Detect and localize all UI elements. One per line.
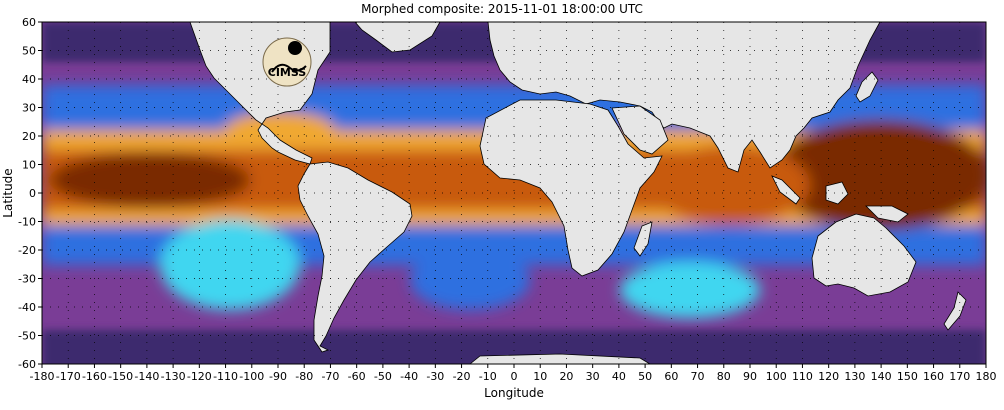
x-tick-label: -40 [400, 370, 418, 383]
x-tick-label: 30 [586, 370, 600, 383]
gulf-moist-region [225, 112, 335, 148]
y-tick-label: 0 [29, 187, 36, 200]
x-tick-label: 20 [559, 370, 573, 383]
x-tick-label: -10 [479, 370, 497, 383]
x-tick-label: -70 [321, 370, 339, 383]
x-tick-label: 100 [766, 370, 787, 383]
y-tick-label: -60 [18, 358, 36, 371]
y-tick-label: -50 [18, 330, 36, 343]
y-tick-label: 50 [22, 45, 36, 58]
x-axis-label: Longitude [484, 386, 544, 400]
x-tick-label: -20 [453, 370, 471, 383]
west-pacific-warm-pool [770, 120, 986, 230]
x-tick-label: -180 [30, 370, 55, 383]
x-tick-label: -110 [213, 370, 238, 383]
dry-south-atlantic [410, 250, 530, 310]
y-tick-label: 10 [22, 159, 36, 172]
japan [855, 71, 879, 103]
x-tick-label: 10 [533, 370, 547, 383]
y-tick-label: 60 [22, 16, 36, 29]
x-tick-label: 70 [691, 370, 705, 383]
dry-south-indian [620, 262, 760, 318]
y-tick-label: -10 [18, 216, 36, 229]
x-tick-label: -30 [426, 370, 444, 383]
map-title: Morphed composite: 2015-11-01 18:00:00 U… [361, 2, 643, 16]
dry-southeast-pacific [160, 220, 300, 310]
land-masses [189, 21, 967, 365]
x-tick-label: -150 [108, 370, 133, 383]
x-tick-label: -170 [56, 370, 81, 383]
y-tick-label: 40 [22, 73, 36, 86]
x-tick-label: 140 [871, 370, 892, 383]
x-tick-label: 160 [923, 370, 944, 383]
y-tick-label: -20 [18, 244, 36, 257]
x-tick-label: 120 [818, 370, 839, 383]
x-tick-label: -80 [295, 370, 313, 383]
africa [479, 99, 663, 277]
x-tick-label: 80 [717, 370, 731, 383]
x-tick-label: -160 [82, 370, 107, 383]
y-tick-label: 30 [22, 102, 36, 115]
x-tick-label: 130 [844, 370, 865, 383]
eq-pacific-moist [50, 152, 250, 208]
arabia [611, 105, 669, 155]
australia [811, 213, 917, 297]
x-tick-label: 50 [638, 370, 652, 383]
x-tick-label: 0 [511, 370, 518, 383]
x-tick-label: 60 [664, 370, 678, 383]
x-tick-label: -50 [374, 370, 392, 383]
y-tick-label: -30 [18, 273, 36, 286]
madagascar [633, 221, 653, 257]
south-america [297, 161, 413, 353]
x-tick-label: -140 [134, 370, 159, 383]
x-tick-label: 180 [976, 370, 997, 383]
x-tick-label: 40 [612, 370, 626, 383]
y-tick-label: 20 [22, 130, 36, 143]
new-zealand [943, 291, 967, 331]
logo-text: CIMSS [268, 66, 307, 79]
dotted-grid [41, 21, 987, 365]
new-guinea [865, 205, 909, 223]
sumatra [771, 175, 801, 205]
x-tick-label: -120 [187, 370, 212, 383]
y-axis-ticks: 60 50 40 30 20 10 0 -10 -20 -30 -40 -50 -60 [18, 16, 42, 371]
moisture-field [42, 22, 986, 364]
x-tick-label: 170 [949, 370, 970, 383]
x-tick-label: 110 [792, 370, 813, 383]
x-tick-label: -100 [239, 370, 264, 383]
y-axis-label: Latitude [1, 168, 15, 218]
borneo [825, 181, 849, 205]
y-tick-label: -40 [18, 301, 36, 314]
x-tick-label: -90 [269, 370, 287, 383]
x-tick-label: -130 [161, 370, 186, 383]
x-tick-label: 150 [897, 370, 918, 383]
x-tick-label: 90 [743, 370, 757, 383]
eurasia [487, 21, 881, 173]
x-tick-label: -60 [348, 370, 366, 383]
cimss-logo: CIMSS [262, 37, 312, 87]
greenland [354, 21, 441, 53]
x-axis-ticks: -180 -170 -160 -150 -140 -130 -120 -110 -100 -90-… [30, 364, 997, 383]
